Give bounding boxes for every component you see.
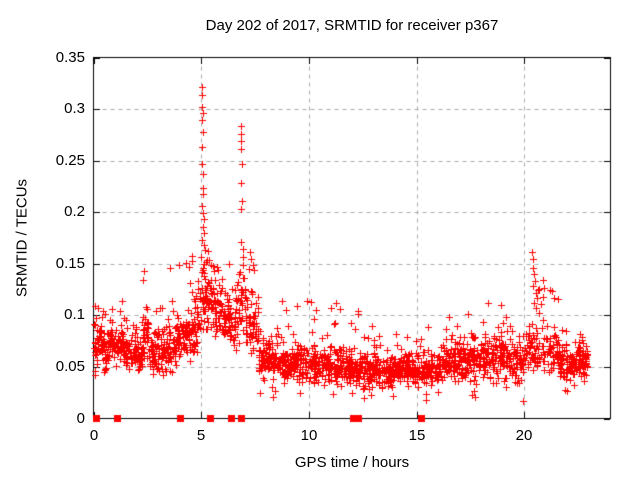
y-tick-label: 0.25 bbox=[55, 152, 85, 169]
y-tick-label: 0.15 bbox=[55, 255, 85, 272]
x-tick-label: 10 bbox=[300, 427, 318, 444]
chart-title: Day 202 of 2017, SRMTID for receiver p36… bbox=[205, 17, 499, 34]
y-tick-label: 0.35 bbox=[55, 49, 85, 66]
x-tick-label: 0 bbox=[89, 427, 99, 444]
x-tick-label: 5 bbox=[196, 427, 206, 444]
x-tick-label: 20 bbox=[515, 427, 533, 444]
x-tick-label: 15 bbox=[408, 427, 426, 444]
y-axis-label: SRMTID / TECUs bbox=[13, 178, 31, 298]
y-tick-label: 0 bbox=[76, 410, 85, 427]
x-axis-label: GPS time / hours bbox=[294, 454, 410, 471]
y-tick-label: 0.05 bbox=[55, 358, 85, 375]
y-tick-label: 0.1 bbox=[64, 306, 85, 323]
y-tick-label: 0.2 bbox=[64, 203, 85, 220]
y-tick-label: 0.3 bbox=[64, 100, 85, 117]
